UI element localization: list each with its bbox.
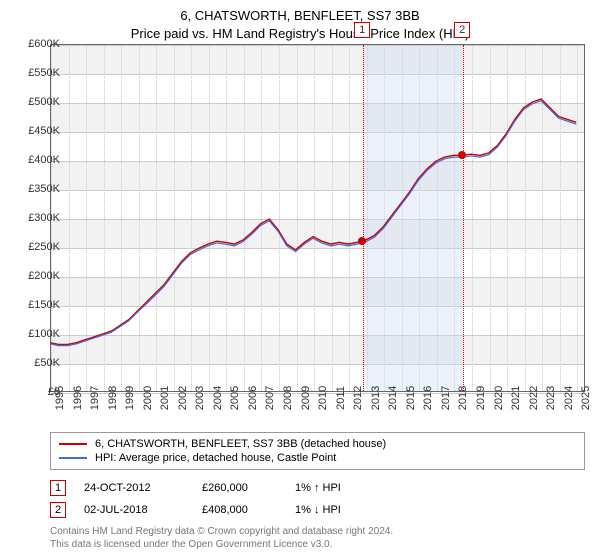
legend-swatch-1 [59,457,87,459]
legend-item-0: 6, CHATSWORTH, BENFLEET, SS7 3BB (detach… [59,437,576,451]
x-tick-label: 2016 [422,386,434,410]
footer: Contains HM Land Registry data © Crown c… [50,525,585,551]
series-line-1 [50,101,576,346]
x-tick-label: 2014 [387,386,399,410]
y-tick-label: £0 [5,386,60,398]
x-tick-label: 2003 [194,386,206,410]
legend: 6, CHATSWORTH, BENFLEET, SS7 3BB (detach… [50,432,585,470]
y-tick-label: £550K [5,67,60,79]
y-tick-label: £50K [5,357,60,369]
event-dot-1 [358,237,366,245]
y-tick-label: £500K [5,96,60,108]
x-tick-label: 2001 [159,386,171,410]
x-tick-label: 2019 [475,386,487,410]
event-row-price: £408,000 [202,504,277,516]
event-row-2: 2 02-JUL-2018 £408,000 1% ↓ HPI [50,499,585,521]
x-tick-label: 2011 [335,386,347,410]
chart-area: 12 £0 £50K £100K £150K £200K £250K £300K £350K £… [0,44,600,424]
series-line-0 [50,99,576,344]
y-tick-label: £200K [5,270,60,282]
x-tick-label: 2017 [440,386,452,410]
x-tick-label: 2024 [563,386,575,410]
event-marker-1: 1 [354,22,370,38]
x-tick-label: 2010 [317,386,329,410]
y-tick-label: £350K [5,183,60,195]
event-row-price: £260,000 [202,482,277,494]
x-tick-label: 2025 [580,386,592,410]
x-tick-label: 2021 [510,386,522,410]
legend-label-1: HPI: Average price, detached house, Cast… [95,452,336,464]
x-tick-label: 2020 [493,386,505,410]
event-row-1: 1 24-OCT-2012 £260,000 1% ↑ HPI [50,477,585,499]
event-row-delta: 1% ↑ HPI [295,482,341,494]
x-tick-label: 2005 [229,386,241,410]
chart-container: 6, CHATSWORTH, BENFLEET, SS7 3BB Price p… [0,0,600,560]
y-tick-label: £400K [5,154,60,166]
event-row-num: 2 [50,502,66,518]
footer-line-2: This data is licensed under the Open Gov… [50,538,585,551]
x-tick-label: 1995 [54,386,66,410]
legend-item-1: HPI: Average price, detached house, Cast… [59,451,576,465]
y-tick-label: £300K [5,212,60,224]
x-tick-label: 2006 [247,386,259,410]
y-tick-label: £100K [5,328,60,340]
legend-swatch-0 [59,443,87,445]
x-tick-label: 2023 [545,386,557,410]
event-row-delta: 1% ↓ HPI [295,504,341,516]
x-tick-label: 2013 [370,386,382,410]
footer-line-1: Contains HM Land Registry data © Crown c… [50,525,585,538]
legend-label-0: 6, CHATSWORTH, BENFLEET, SS7 3BB (detach… [95,438,386,450]
chart-title: 6, CHATSWORTH, BENFLEET, SS7 3BB [0,0,600,23]
x-tick-label: 2009 [300,386,312,410]
event-table: 1 24-OCT-2012 £260,000 1% ↑ HPI 2 02-JUL-2018… [50,477,585,521]
y-tick-label: £600K [5,38,60,50]
event-row-date: 24-OCT-2012 [84,482,184,494]
event-dot-2 [458,151,466,159]
x-tick-label: 2000 [142,386,154,410]
event-row-num: 1 [50,480,66,496]
x-tick-label: 2012 [352,386,364,410]
x-tick-label: 2022 [528,386,540,410]
x-tick-label: 2007 [264,386,276,410]
x-tick-label: 2008 [282,386,294,410]
y-tick-label: £250K [5,241,60,253]
y-tick-label: £450K [5,125,60,137]
x-tick-label: 1998 [107,386,119,410]
x-tick-label: 1997 [89,386,101,410]
plot-area: 12 [50,44,585,392]
x-tick-label: 1999 [124,386,136,410]
event-row-date: 02-JUL-2018 [84,504,184,516]
x-tick-label: 2018 [457,386,469,410]
x-tick-label: 2015 [405,386,417,410]
line-series [50,44,585,392]
x-tick-label: 1996 [72,386,84,410]
event-marker-2: 2 [454,22,470,38]
x-tick-label: 2004 [212,386,224,410]
y-tick-label: £150K [5,299,60,311]
x-tick-label: 2002 [177,386,189,410]
